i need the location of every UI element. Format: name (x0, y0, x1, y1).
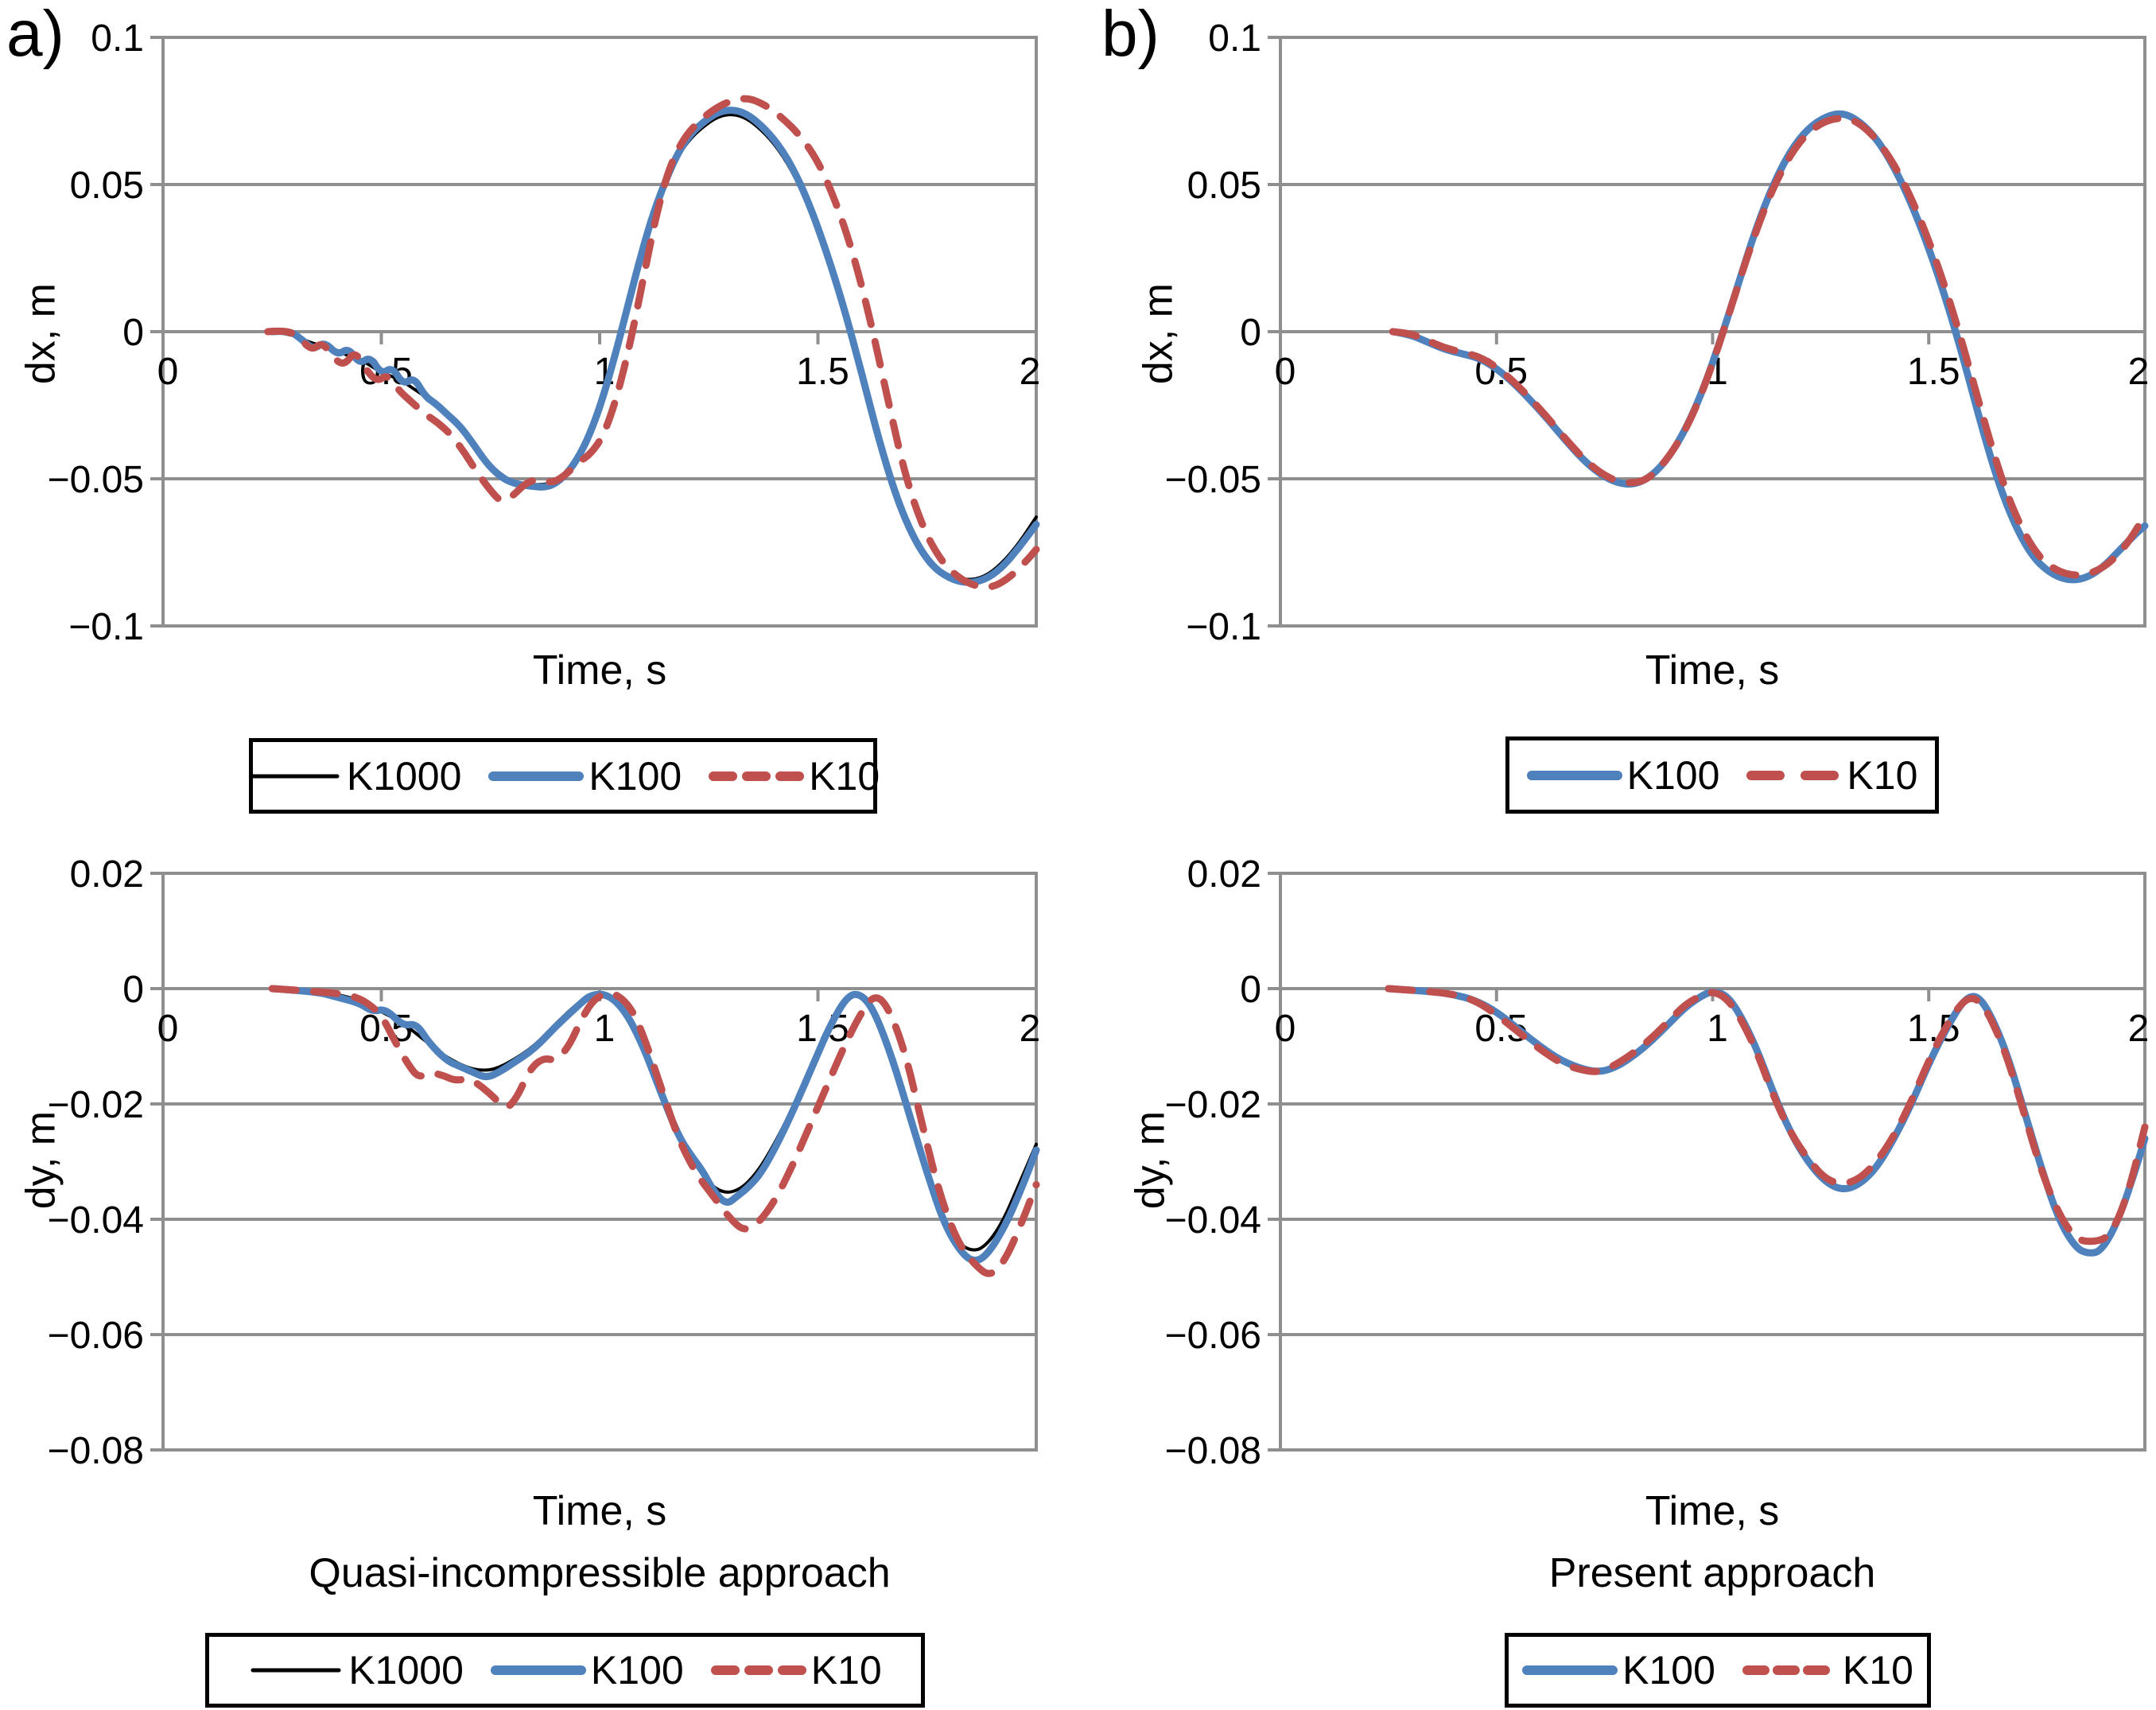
y-tick-label: 0 (122, 969, 144, 1011)
chart-dx_present: 0.10.050−0.05−0.10 0.5 1 1.5 2 (1165, 17, 2150, 648)
legend-item-K1000: K1000 (247, 753, 462, 799)
legend-item-K100: K100 (488, 756, 682, 796)
legend-dy-present: K100 K10 (1505, 1633, 1931, 1708)
y-tick-label: −0.02 (1165, 1084, 1261, 1126)
plot-border (161, 872, 1038, 1452)
x-tick-label: 2 (1020, 1008, 1041, 1050)
legend-label-K100: K100 (590, 1648, 684, 1693)
legend-label-K100: K100 (1626, 752, 1720, 798)
legend-line-sample-K10 (1746, 770, 1843, 780)
legend-dx-present: K100 K10 (1505, 736, 1939, 814)
y-tick-label: 0 (1240, 969, 1261, 1011)
legend-line-sample-K10 (710, 1665, 806, 1675)
legend-label-K1000: K1000 (348, 1648, 464, 1693)
x-tick-label: 2 (2128, 351, 2150, 393)
chart-dy_present: 0.020−0.02−0.04−0.06−0.080 0.5 1 1.5 2 (1165, 853, 2150, 1472)
y-tick-label: −0.04 (48, 1199, 144, 1242)
chart-dy_quasi: 0.020−0.02−0.04−0.06−0.080 0.5 1 1.5 2 (48, 853, 1041, 1472)
legend-item-K10: K10 (1746, 756, 1917, 795)
x-tick-label: 2 (1020, 351, 1041, 393)
series-line-K10-dx_quasi (264, 95, 1040, 591)
series-line-K10-dx_present (1389, 115, 2149, 579)
legend-label-K1000: K1000 (346, 753, 462, 799)
legend-line-sample-K1000 (251, 1668, 341, 1673)
legend-item-K100: K100 (490, 1648, 684, 1693)
y-axis-title-dx-quasi: dx, m (17, 283, 64, 385)
y-tick-label: −0.1 (1186, 606, 1261, 648)
legend-dx-quasi: K1000 K100 K10 (247, 738, 880, 814)
legend-label-K10: K10 (810, 1648, 882, 1693)
x-tick-label: 1.5 (796, 351, 849, 393)
y-tick-label: 0.02 (70, 853, 144, 896)
legend-line-sample-K10 (709, 771, 805, 781)
series-line-K100-dx_quasi (268, 107, 1040, 586)
caption-quasi-incompressible: Quasi-incompressible approach (309, 1550, 891, 1596)
legend-label-K100: K100 (1622, 1648, 1715, 1693)
legend-item-K1000: K1000 (248, 1650, 464, 1690)
y-tick-label: −0.06 (48, 1315, 144, 1357)
caption-present: Present approach (1548, 1550, 1876, 1596)
x-tick-label: 1.5 (1907, 351, 1960, 393)
legend-dy-quasi: K1000 K100 K10 (205, 1633, 925, 1708)
y-axis-title-dx-present: dx, m (1135, 283, 1182, 385)
legend-line-sample-K10 (1742, 1665, 1838, 1675)
y-axis-title-dy-present: dy, m (1127, 1110, 1174, 1210)
chart-dx_quasi: 0.10.050−0.05−0.10 0.5 1 1.5 2 (48, 17, 1041, 648)
legend-line-sample-K100 (1526, 770, 1622, 780)
x-tick-label: 0 (157, 1008, 179, 1050)
y-tick-label: 0.05 (70, 165, 144, 207)
x-tick-label: 1 (1707, 1008, 1728, 1050)
y-tick-label: 0.1 (1208, 17, 1261, 60)
legend-item-K10: K10 (1742, 1650, 1913, 1690)
legend-line-sample-K100 (488, 771, 585, 781)
panel-label-b: b) (1101, 0, 1160, 70)
y-tick-label: −0.1 (68, 606, 144, 648)
x-tick-label: 0 (1275, 351, 1296, 393)
x-axis-title-dx-quasi: Time, s (532, 647, 667, 694)
legend-line-sample-K1000 (249, 774, 340, 778)
y-tick-label: −0.06 (1165, 1315, 1261, 1357)
x-tick-label: 1 (594, 1008, 616, 1050)
y-axis-title-dy-quasi: dy, m (17, 1110, 64, 1210)
legend-label-K10: K10 (1842, 1648, 1913, 1693)
y-tick-label: 0 (122, 312, 144, 354)
legend-item-K100: K100 (1526, 752, 1720, 798)
y-tick-label: −0.05 (1165, 459, 1261, 501)
legend-item-K10: K10 (710, 1648, 882, 1693)
legend-line-sample-K100 (490, 1665, 586, 1675)
x-tick-label: 0 (157, 351, 179, 393)
y-tick-label: −0.02 (48, 1084, 144, 1126)
legend-item-K10: K10 (709, 756, 880, 796)
x-axis-title-dy-present: Time, s (1645, 1488, 1780, 1534)
legend-label-K10: K10 (809, 753, 880, 799)
x-tick-label: 0 (1275, 1008, 1296, 1050)
y-tick-label: 0.02 (1187, 853, 1261, 896)
y-tick-label: 0.05 (1187, 165, 1261, 207)
plot-border (1279, 872, 2146, 1452)
y-tick-label: −0.05 (48, 459, 144, 501)
series-line-K10-dy_quasi (268, 985, 1040, 1277)
x-axis-title-dy-quasi: Time, s (532, 1488, 667, 1534)
legend-label-K10: K10 (1847, 752, 1918, 798)
series-line-K10-dy_present (1385, 985, 2149, 1246)
legend-item-K100: K100 (1522, 1650, 1715, 1690)
y-tick-label: −0.08 (1165, 1430, 1261, 1472)
y-tick-label: 0 (1240, 312, 1261, 354)
legend-line-sample-K100 (1522, 1665, 1618, 1675)
y-tick-label: −0.08 (48, 1430, 144, 1472)
legend-label-K100: K100 (589, 753, 682, 799)
x-axis-title-dx-present: Time, s (1645, 647, 1780, 694)
y-tick-label: 0.1 (91, 17, 144, 60)
panel-label-a: a) (6, 0, 64, 70)
y-tick-label: −0.04 (1165, 1199, 1261, 1242)
x-tick-label: 2 (2128, 1008, 2150, 1050)
